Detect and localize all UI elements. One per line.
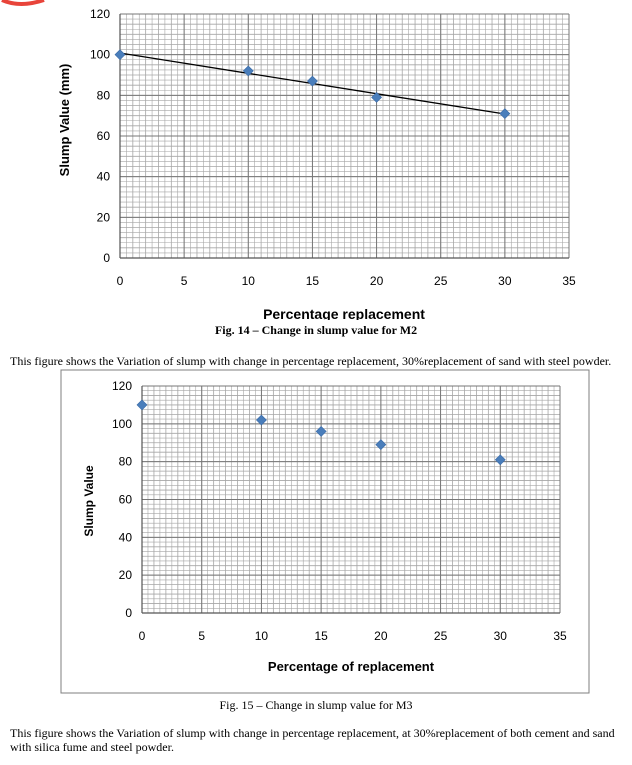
x-tick-label: 15: [306, 274, 320, 288]
logo-fragment: [1, 0, 45, 6]
x-tick-label: 20: [374, 629, 388, 643]
y-tick-label: 0: [125, 606, 132, 620]
y-tick-label: 120: [90, 7, 110, 21]
y-tick-label: 100: [112, 417, 132, 431]
y-axis-label: Slump Value (mm): [57, 64, 72, 177]
data-point: [371, 91, 382, 103]
data-point: [499, 108, 511, 120]
paragraph-fig14: This figure shows the Variation of slump…: [10, 354, 612, 368]
x-tick-label: 20: [370, 274, 384, 288]
data-point: [242, 65, 254, 77]
data-point: [256, 414, 267, 426]
data-point: [307, 75, 318, 87]
data-point: [136, 399, 148, 411]
y-tick-label: 40: [119, 530, 133, 544]
x-tick-label: 35: [553, 629, 567, 643]
x-tick-label: 0: [139, 629, 146, 643]
x-tick-label: 10: [255, 629, 269, 643]
data-point: [315, 425, 327, 437]
x-tick-label: 30: [498, 274, 512, 288]
chart-fig15: 0 20 40 60 80 100 120 0 5 10 15 20 25 30 35 Percentage …: [60, 369, 590, 694]
fig15-caption: Fig. 15 – Change in slump value for M3: [219, 698, 413, 712]
chart-fig14: 0 20 40 60 80 100 120 0 5 10 15 20 25 30 35 Percentage …: [57, 7, 576, 320]
x-axis-label: Percentage replacement: [263, 306, 425, 320]
x-tick-label: 25: [434, 629, 448, 643]
x-tick-label: 10: [242, 274, 256, 288]
y-tick-label: 60: [97, 129, 111, 143]
y-tick-label: 80: [97, 88, 111, 102]
y-axis-label: Slump Value: [82, 465, 96, 537]
x-tick-label: 5: [181, 274, 188, 288]
y-tick-label: 20: [97, 210, 111, 224]
paragraph-fig15: This figure shows the Variation of slump…: [10, 726, 615, 754]
y-tick-label: 40: [97, 170, 111, 184]
x-tick-label: 25: [434, 274, 448, 288]
data-point: [494, 454, 506, 466]
y-tick-label: 80: [119, 455, 133, 469]
x-tick-label: 0: [117, 274, 124, 288]
x-tick-label: 5: [198, 629, 205, 643]
data-point: [114, 49, 126, 61]
y-tick-label: 120: [112, 379, 132, 393]
y-tick-label: 20: [119, 568, 133, 582]
x-tick-label: 15: [314, 629, 328, 643]
data-point: [375, 439, 387, 451]
y-tick-label: 0: [103, 251, 110, 265]
x-axis-label: Percentage of replacement: [268, 659, 435, 674]
chart-frame: [60, 369, 590, 694]
y-tick-label: 100: [90, 48, 110, 62]
x-tick-label: 30: [494, 629, 508, 643]
fig14-caption: Fig. 14 – Change in slump value for M2: [214, 323, 418, 337]
x-tick-label: 35: [562, 274, 576, 288]
y-tick-label: 60: [119, 493, 133, 507]
